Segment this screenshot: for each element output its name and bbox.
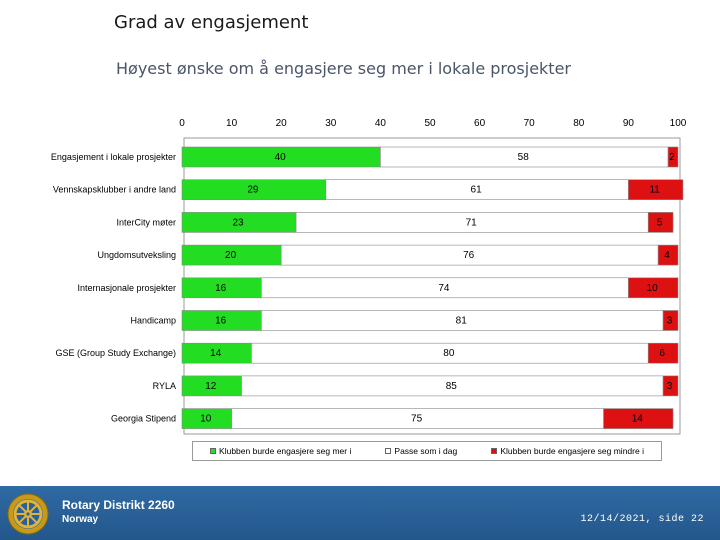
category-label: Vennskapsklubber i andre land — [53, 185, 176, 195]
x-tick-label: 20 — [276, 118, 288, 129]
x-tick-label: 80 — [573, 118, 585, 129]
bar-value-label: 23 — [232, 217, 244, 228]
category-label: InterCity møter — [116, 217, 176, 227]
bar-value-label: 3 — [667, 316, 673, 327]
bar-segment — [603, 408, 674, 429]
bar-value-label: 40 — [275, 152, 287, 163]
bar-value-label: 10 — [647, 283, 659, 294]
category-label: RYLA — [153, 381, 176, 391]
legend-item-more: Klubben burde engasjere seg mer i — [210, 446, 351, 456]
bar-value-label: 14 — [210, 348, 222, 359]
x-tick-label: 100 — [670, 118, 687, 129]
bar-value-label: 5 — [657, 217, 663, 228]
x-tick-label: 50 — [424, 118, 436, 129]
bar-value-label: 16 — [215, 283, 227, 294]
legend-item-less: Klubben burde engasjere seg mindre i — [491, 446, 644, 456]
bar-segment — [662, 310, 679, 331]
bar-value-label: 76 — [463, 250, 475, 261]
legend-swatch-more — [210, 448, 217, 454]
bar-value-label: 81 — [456, 316, 468, 327]
legend-item-same: Passe som i dag — [385, 446, 457, 456]
footer-date-page: 12/14/2021, side 22 — [580, 514, 704, 525]
legend-swatch-same — [385, 448, 392, 454]
bar-segment — [628, 277, 679, 299]
x-tick-label: 40 — [375, 118, 387, 129]
category-label: Handicamp — [130, 316, 176, 326]
bar-value-label: 61 — [471, 185, 483, 196]
bar-value-label: 74 — [438, 283, 450, 294]
footer-country: Norway — [62, 514, 99, 525]
bar-segment — [647, 212, 674, 233]
category-label: GSE (Group Study Exchange) — [55, 348, 176, 358]
bar-segment — [647, 342, 679, 364]
bar-value-label: 6 — [659, 348, 665, 359]
category-label: Georgia Stipend — [111, 414, 176, 424]
bar-value-label: 3 — [667, 381, 673, 392]
legend-label-same: Passe som i dag — [394, 446, 458, 456]
bar-segment — [657, 244, 679, 266]
category-label: Ungdomsutveksling — [97, 250, 176, 260]
footer-org-name: Rotary Distrikt 2260 — [62, 498, 175, 512]
bar-value-label: 12 — [205, 381, 217, 392]
bar-value-label: 85 — [446, 381, 458, 392]
x-tick-label: 10 — [226, 118, 238, 129]
category-label: Internasjonale prosjekter — [77, 283, 176, 293]
slide-title: Grad av engasjement — [114, 12, 309, 33]
legend-label-more: Klubben burde engasjere seg mer i — [219, 446, 352, 456]
legend-label-less: Klubben burde engasjere seg mindre i — [500, 446, 644, 456]
bar-value-label: 29 — [247, 185, 259, 196]
x-tick-label: 30 — [325, 118, 337, 129]
bar-value-label: 20 — [225, 250, 237, 261]
bar-value-label: 4 — [664, 250, 670, 261]
bar-segment — [662, 375, 679, 397]
bar-value-label: 14 — [632, 414, 644, 425]
bar-segment — [667, 146, 679, 168]
x-tick-label: 90 — [623, 118, 635, 129]
category-label: Engasjement i lokale prosjekter — [51, 152, 176, 162]
x-tick-label: 60 — [474, 118, 486, 129]
bar-segment — [628, 179, 684, 200]
bar-value-label: 11 — [649, 185, 660, 196]
bar-value-label: 16 — [215, 316, 227, 327]
legend-swatch-less — [491, 448, 498, 454]
bar-value-label: 71 — [466, 217, 478, 228]
bar-value-label: 10 — [200, 414, 212, 425]
rotary-wheel-icon — [7, 493, 49, 535]
bar-value-label: 58 — [518, 152, 530, 163]
x-tick-label: 70 — [524, 118, 536, 129]
chart-legend: Klubben burde engasjere seg mer i Passe … — [192, 441, 662, 461]
bar-value-label: 75 — [411, 414, 423, 425]
footer-bar: Rotary Distrikt 2260 Norway 12/14/2021, … — [0, 486, 720, 540]
slide-subtitle: Høyest ønske om å engasjere seg mer i lo… — [116, 59, 571, 78]
bar-value-label: 80 — [443, 348, 455, 359]
x-tick-label: 0 — [179, 118, 185, 129]
bar-value-label: 2 — [669, 152, 675, 163]
